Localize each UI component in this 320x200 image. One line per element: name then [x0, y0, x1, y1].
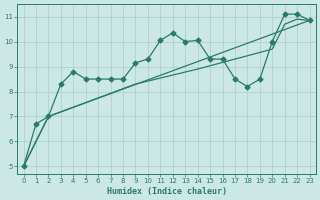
X-axis label: Humidex (Indice chaleur): Humidex (Indice chaleur)	[107, 187, 227, 196]
